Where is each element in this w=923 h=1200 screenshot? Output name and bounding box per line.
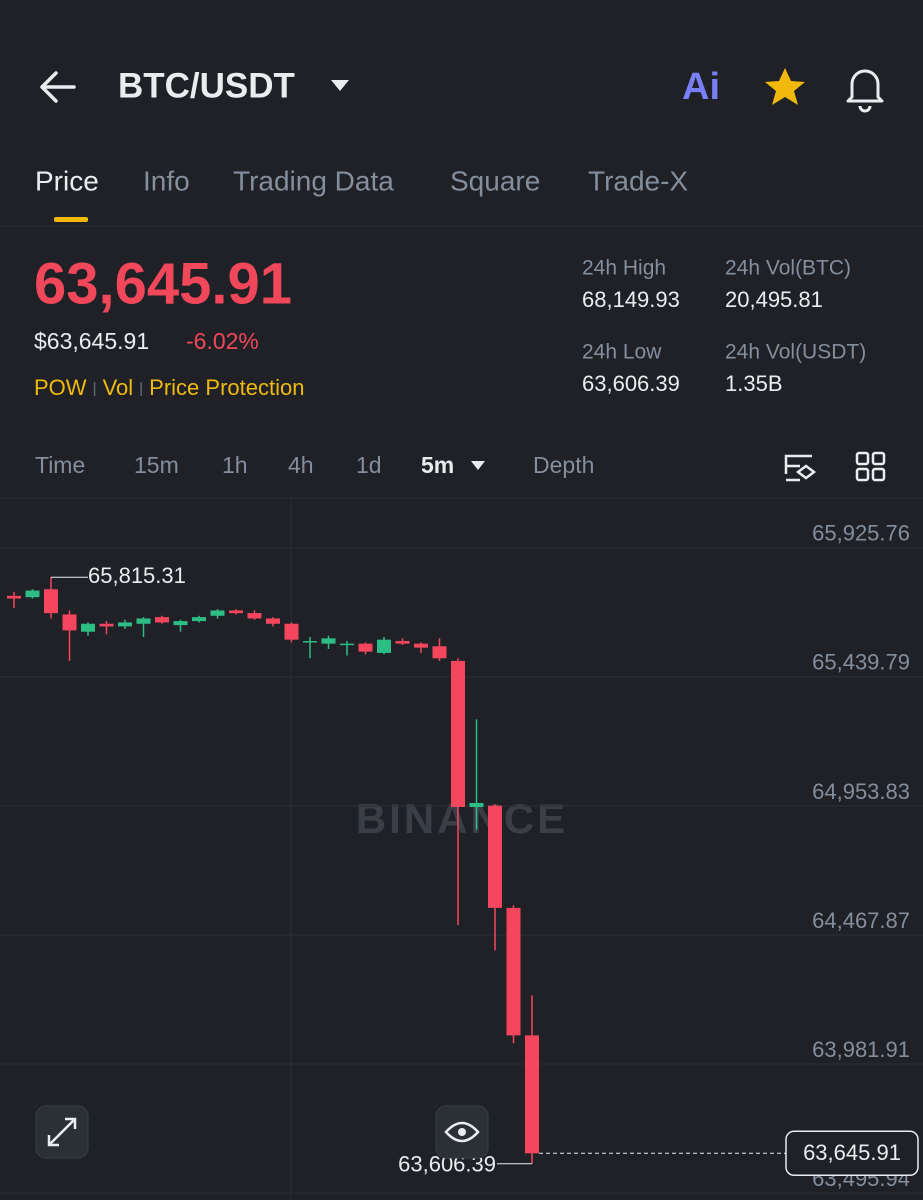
last-price-label: 63,645.91 (803, 1140, 901, 1165)
visibility-button[interactable] (435, 1105, 489, 1159)
candle-body (173, 621, 188, 626)
usd-price: $63,645.91 (34, 328, 149, 354)
candle-body (7, 595, 21, 599)
candle-body (62, 614, 77, 631)
candle-body (488, 805, 502, 908)
stat-value: 20,495.81 (725, 287, 823, 312)
candle-body (469, 802, 484, 807)
candle-body (303, 641, 317, 643)
candle-body (395, 641, 410, 644)
candle-body (506, 907, 521, 1036)
stat-value: 68,149.93 (582, 287, 680, 312)
interval[interactable]: 1h (222, 452, 248, 478)
ai-button[interactable]: Ai (682, 66, 720, 108)
tag[interactable]: Price Protection (149, 375, 304, 400)
y-tick-label: 64,467.87 (812, 908, 910, 933)
candle-body (25, 590, 40, 598)
candle-body (525, 1035, 539, 1154)
candle-body (266, 618, 280, 624)
tab[interactable]: Price (35, 165, 99, 196)
candle-body (247, 613, 262, 619)
tab[interactable]: Trading Data (233, 165, 394, 196)
stat-value: 63,606.39 (582, 371, 680, 396)
interval-dropdown[interactable] (471, 461, 485, 470)
y-tick-label: 65,925.76 (812, 521, 910, 546)
candle-body (192, 617, 206, 622)
y-tick-label: 63,981.91 (812, 1037, 910, 1062)
stat-label: 24h Low (582, 341, 662, 364)
tab[interactable]: Trade-X (588, 165, 688, 196)
interval[interactable]: 5m (421, 452, 454, 478)
y-tick-label: 64,953.83 (812, 779, 910, 804)
tag[interactable]: Vol (103, 375, 134, 400)
last-price-box (785, 1130, 919, 1177)
pair-title[interactable]: BTC/USDT (118, 66, 295, 105)
tab[interactable]: Info (143, 165, 190, 196)
layout-button[interactable] (855, 451, 886, 482)
interval[interactable]: Time (35, 452, 85, 478)
candle-body (229, 610, 243, 614)
tab[interactable]: Square (450, 165, 540, 196)
candle-body (358, 643, 373, 652)
chart-settings[interactable] (784, 454, 817, 482)
last-price: 63,645.91 (34, 251, 292, 316)
candle-body (377, 639, 391, 653)
tag[interactable]: POW (34, 375, 87, 400)
candle-body (81, 623, 95, 632)
interval[interactable]: 15m (134, 452, 179, 478)
stat-value: 1.35B (725, 371, 783, 396)
y-tick-label: 65,439.79 (812, 650, 910, 675)
stat-label: 24h High (582, 257, 666, 280)
interval[interactable]: 4h (288, 452, 314, 478)
candle-body (155, 617, 169, 623)
interval[interactable]: Depth (533, 452, 594, 478)
stat-label: 24h Vol(BTC) (725, 257, 851, 280)
candle-body (284, 623, 299, 640)
candle-body (210, 610, 225, 616)
fullscreen-button[interactable] (35, 1105, 89, 1159)
candle-body (340, 643, 354, 646)
tab-indicator (54, 217, 88, 222)
price-change: -6.02% (186, 328, 259, 354)
alert-bell[interactable] (846, 69, 884, 113)
candle-body (414, 643, 428, 648)
candle-body (451, 660, 465, 807)
candle-body (118, 622, 132, 627)
annotation-label: 65,815.31 (88, 563, 186, 588)
candle-body (99, 623, 114, 627)
favorite-star[interactable] (765, 68, 805, 105)
candle-body (432, 646, 447, 659)
candle-body (44, 589, 58, 614)
candle-body (136, 618, 151, 624)
pair-dropdown[interactable] (331, 80, 349, 91)
candle-body (321, 638, 336, 644)
interval[interactable]: 1d (356, 452, 382, 478)
back-button[interactable] (40, 71, 76, 103)
stat-label: 24h Vol(USDT) (725, 341, 866, 364)
